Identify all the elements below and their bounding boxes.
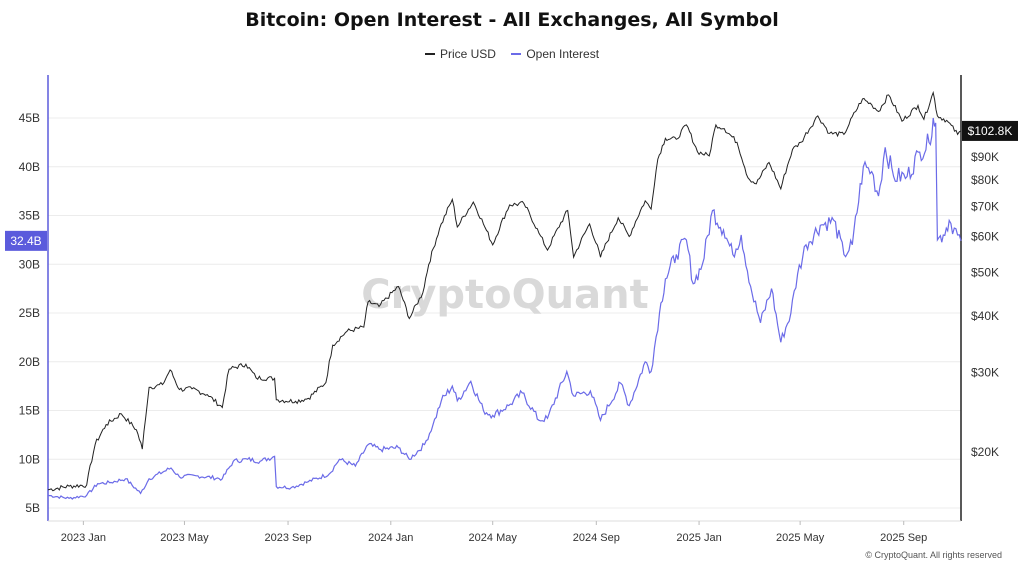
left-current-badge (5, 230, 47, 251)
right-tick-label: $70K (971, 199, 999, 213)
series-line-price (47, 90, 962, 492)
right-tick-label: $20K (971, 445, 999, 459)
x-tick-label: 2023 May (160, 532, 209, 544)
left-tick-label: 40B (19, 160, 40, 174)
legend: Price USD Open Interest (0, 44, 1024, 61)
legend-item-price[interactable]: Price USD (424, 47, 496, 61)
right-tick-label: $30K (971, 365, 999, 379)
right-tick-label: $80K (971, 173, 999, 187)
left-current-label: 32.4B (10, 234, 41, 248)
x-tick-label: 2023 Jan (61, 532, 106, 544)
left-tick-label: 30B (19, 257, 40, 271)
left-tick-label: 25B (19, 306, 40, 320)
left-tick-label: 15B (19, 404, 40, 418)
left-tick-label: 45B (19, 111, 40, 125)
series-line-open-interest (47, 117, 962, 500)
legend-label-open-interest: Open Interest (526, 47, 600, 61)
right-tick-label: $90K (971, 150, 999, 164)
right-current-badge (962, 120, 1018, 141)
legend-swatch-open-interest (511, 53, 522, 55)
right-tick-label: $60K (971, 230, 999, 244)
x-tick-label: 2023 Sep (264, 532, 311, 544)
chart-title: Bitcoin: Open Interest - All Exchanges, … (245, 9, 779, 31)
left-tick-label: 5B (25, 501, 40, 515)
watermark: CryptoQuant (361, 272, 648, 318)
x-tick-label: 2024 May (469, 532, 518, 544)
legend-item-open-interest[interactable]: Open Interest (511, 47, 599, 61)
copyright-notice: © CryptoQuant. All rights reserved (865, 550, 1002, 560)
x-tick-label: 2024 Sep (573, 532, 620, 544)
left-tick-label: 20B (19, 355, 40, 369)
legend-swatch-price (424, 53, 435, 55)
right-current-label: $102.8K (968, 124, 1013, 138)
right-tick-label: $50K (971, 265, 999, 279)
x-tick-label: 2025 Jan (676, 532, 721, 544)
x-tick-label: 2025 May (776, 532, 825, 544)
left-tick-label: 35B (19, 209, 40, 223)
x-tick-label: 2025 Sep (880, 532, 927, 544)
legend-label-price: Price USD (439, 47, 496, 61)
right-tick-label: $40K (971, 309, 999, 323)
x-tick-label: 2024 Jan (368, 532, 413, 544)
left-tick-label: 10B (19, 452, 40, 466)
